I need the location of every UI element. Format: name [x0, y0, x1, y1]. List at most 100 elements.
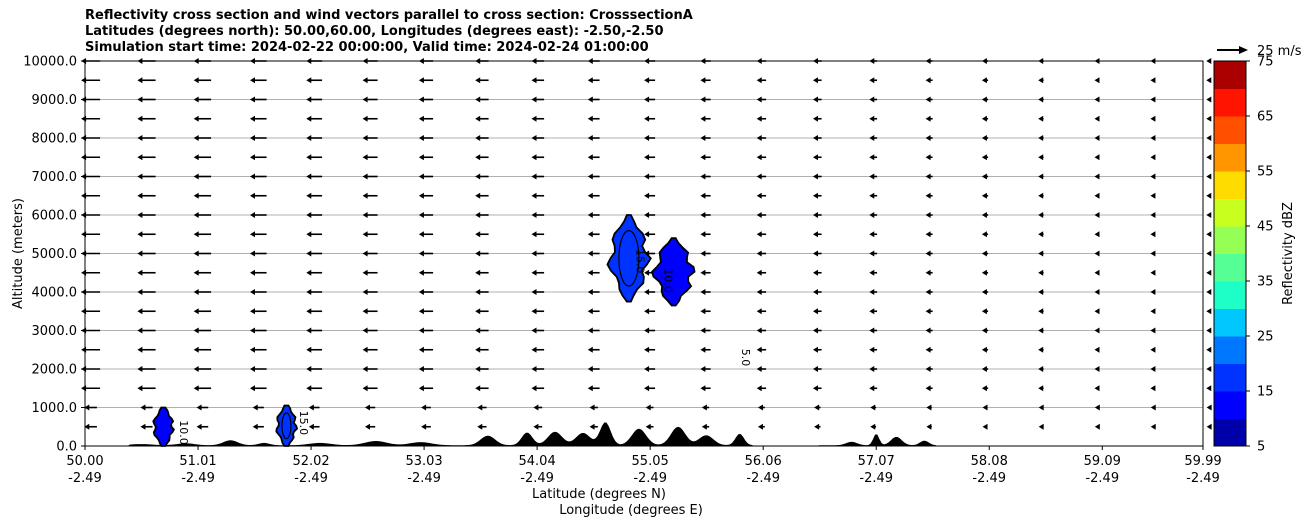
wind-vector — [587, 135, 600, 141]
wind-vector-head — [1094, 404, 1100, 411]
wind-vector — [700, 173, 711, 180]
wind-vector — [475, 115, 489, 122]
wind-vector-head — [981, 231, 987, 238]
wind-vector-head — [925, 77, 931, 84]
wind-vector-head — [700, 385, 706, 392]
wind-vector — [644, 308, 656, 315]
y-axis: 0.0 1000.0 2000.0 3000.0 4000.0 5000.0 6000.0 7… — [23, 55, 85, 455]
wind-vector-head — [981, 269, 987, 276]
wind-vector — [812, 346, 822, 353]
wind-vector-head — [1150, 135, 1156, 141]
wind-vector — [533, 404, 543, 411]
wind-vector — [869, 308, 878, 315]
wind-vector — [81, 154, 101, 161]
wind-vector-head — [362, 346, 368, 353]
wind-vector-head — [644, 269, 650, 276]
wind-vector-head — [531, 173, 537, 180]
wind-vector-head — [1038, 346, 1044, 353]
wind-vector-head — [531, 154, 537, 161]
wind-vector — [925, 77, 933, 84]
wind-vector — [1094, 366, 1100, 372]
wind-vector — [1150, 154, 1156, 161]
y-tick-label: 1000.0 — [32, 401, 78, 416]
wind-vector — [981, 385, 989, 392]
wind-vector — [1094, 77, 1100, 84]
wind-vector-head — [308, 404, 314, 411]
quiver-key-arrowhead — [1239, 46, 1248, 54]
wind-vector-head — [700, 135, 706, 141]
wind-vector-head — [475, 192, 481, 199]
wind-vector — [812, 231, 822, 238]
x-tick-label-longitude: -2.49 — [520, 471, 554, 486]
wind-vector — [81, 385, 101, 392]
wind-vector-head — [981, 327, 987, 334]
wind-vector-head — [756, 250, 762, 257]
wind-vector-head — [814, 423, 820, 430]
wind-vector — [981, 366, 989, 372]
x-tick-label-longitude: -2.49 — [407, 471, 441, 486]
y-tick-label: 0.0 — [56, 440, 77, 455]
wind-vector — [1150, 269, 1156, 276]
wind-vector-head — [306, 212, 312, 218]
wind-vector-head — [700, 77, 706, 84]
wind-vector-head — [1206, 135, 1212, 141]
wind-vector-head — [1094, 96, 1100, 103]
wind-vector-head — [1206, 250, 1212, 257]
wind-vector-head — [140, 404, 146, 411]
wind-vector-head — [193, 289, 199, 295]
wind-vector — [756, 192, 767, 199]
wind-vector-head — [1038, 289, 1044, 295]
wind-vector-head — [982, 423, 988, 430]
wind-vector-head — [644, 154, 650, 161]
wind-vector — [531, 135, 545, 141]
wind-vector-head — [137, 154, 143, 161]
wind-vector — [1206, 308, 1212, 315]
wind-vector-head — [1038, 423, 1044, 430]
contour-label: 5.0 — [739, 349, 752, 367]
x-tick-label-latitude: 59.09 — [1084, 454, 1121, 469]
wind-vector-head — [475, 346, 481, 353]
wind-vector-head — [756, 212, 762, 218]
wind-vector — [1038, 423, 1044, 430]
wind-vector — [193, 289, 212, 295]
wind-vector — [925, 308, 933, 315]
wind-vector — [1038, 250, 1044, 257]
wind-vector — [812, 269, 822, 276]
wind-vector — [700, 346, 711, 353]
wind-vector-head — [981, 308, 987, 315]
wind-vector-head — [869, 308, 875, 315]
wind-vector — [137, 192, 156, 199]
wind-vector — [1150, 327, 1156, 334]
wind-vector — [587, 96, 600, 103]
wind-vector-head — [644, 231, 650, 238]
wind-vector — [1150, 404, 1156, 411]
wind-vector — [587, 212, 600, 218]
wind-vector-head — [587, 212, 593, 218]
chart-title-line-1: Reflectivity cross section and wind vect… — [85, 8, 693, 23]
wind-vector — [418, 135, 434, 141]
wind-vector — [869, 77, 878, 84]
wind-vector — [418, 289, 434, 295]
wind-vector-head — [137, 289, 143, 295]
wind-vector-head — [1038, 385, 1044, 392]
wind-vector-head — [249, 96, 255, 103]
x-axis-label-latitude: Latitude (degrees N) — [532, 487, 666, 502]
wind-vector-head — [477, 423, 483, 430]
wind-vector — [869, 96, 878, 103]
wind-vector-head — [644, 135, 650, 141]
wind-vector — [981, 231, 989, 238]
wind-vector-head — [531, 366, 537, 372]
y-tick-label: 10000.0 — [23, 55, 77, 70]
wind-vector — [870, 423, 877, 430]
wind-vector — [531, 366, 545, 372]
wind-vector — [700, 212, 711, 218]
wind-vector — [812, 308, 822, 315]
y-tick-label: 6000.0 — [32, 209, 78, 224]
wind-vector-head — [925, 366, 931, 372]
wind-vector-head — [869, 135, 875, 141]
wind-vector-head — [196, 423, 202, 430]
wind-vector-head — [1038, 173, 1044, 180]
wind-vector — [362, 308, 378, 315]
y-tick-label: 4000.0 — [32, 286, 78, 301]
